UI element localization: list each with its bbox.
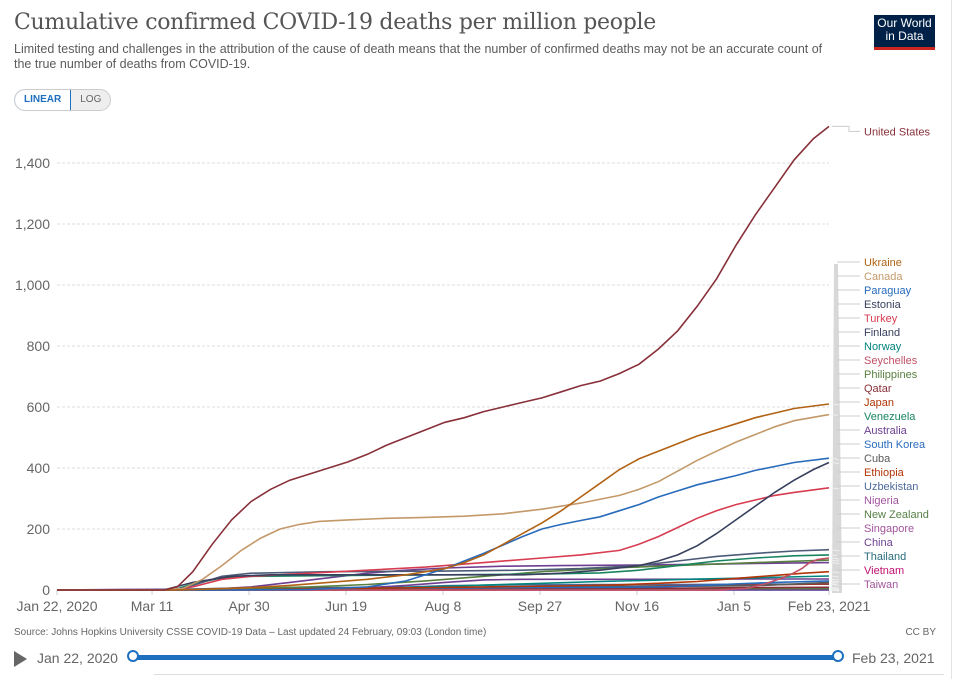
y-tick-label: 400 [27, 460, 51, 476]
series-label[interactable]: Norway [864, 341, 902, 353]
play-icon[interactable] [14, 651, 27, 667]
series-label[interactable]: Finland [864, 327, 900, 339]
y-tick-label: 1,200 [15, 216, 50, 232]
series-label[interactable]: China [864, 537, 894, 549]
x-tick-label: Feb 23, 2021 [788, 598, 871, 614]
label-bracket [832, 264, 842, 593]
x-tick-label: Jan 22, 2020 [17, 598, 98, 614]
line-chart: 0 200 400 600 800 1,000 1,200 1,400 Jan 22, 202… [0, 115, 959, 615]
series-label[interactable]: South Korea [864, 439, 926, 451]
series-label[interactable]: Cuba [864, 453, 891, 465]
x-tick-label: Sep 27 [518, 598, 563, 614]
gridlines [57, 163, 829, 529]
series-label[interactable]: Qatar [864, 383, 892, 395]
chart-title: Cumulative confirmed COVID-19 deaths per… [14, 10, 656, 35]
x-tick-label: Jan 5 [717, 598, 751, 614]
series-label[interactable]: Turkey [864, 313, 898, 325]
series-line-paraguay[interactable] [57, 458, 829, 590]
logo-line-2: in Data [874, 30, 935, 43]
x-tick-label: Aug 8 [425, 598, 462, 614]
series-label[interactable]: Estonia [864, 299, 902, 311]
series-label[interactable]: Paraguay [864, 285, 912, 297]
series-label[interactable]: Uzbekistan [864, 481, 918, 493]
y-axis: 0 200 400 600 800 1,000 1,200 1,400 [15, 155, 829, 598]
y-tick-label: 1,000 [15, 277, 50, 293]
series-lines [57, 126, 829, 590]
series-labels: United States Ukraine Canada Paraguay Estoni… [864, 126, 931, 591]
series-label[interactable]: Taiwan [864, 579, 898, 591]
series-label[interactable]: Japan [864, 397, 894, 409]
timeline-start-label: Jan 22, 2020 [37, 650, 118, 666]
timeline-end-handle[interactable] [832, 650, 844, 662]
timeline: Jan 22, 2020 Feb 23, 2021 [14, 648, 944, 668]
y-tick-label: 600 [27, 399, 51, 415]
series-label[interactable]: New Zealand [864, 509, 929, 521]
x-tick-label: Nov 16 [615, 598, 660, 614]
timeline-track[interactable] [133, 655, 838, 660]
linear-scale-button[interactable]: LINEAR [14, 89, 71, 111]
panel-border [951, 0, 952, 679]
series-label[interactable]: Canada [864, 271, 903, 283]
series-label[interactable]: Philippines [864, 369, 918, 381]
owid-logo[interactable]: Our World in Data [874, 15, 935, 50]
y-tick-label: 800 [27, 338, 51, 354]
series-line-united-states[interactable] [57, 126, 829, 590]
label-connectors [831, 126, 860, 593]
y-tick-label: 200 [27, 521, 51, 537]
series-label[interactable]: United States [864, 126, 931, 138]
timeline-end-label: Feb 23, 2021 [852, 650, 935, 666]
log-scale-button[interactable]: LOG [71, 90, 110, 110]
series-label[interactable]: Thailand [864, 551, 906, 563]
y-tick-label: 1,400 [15, 155, 50, 171]
x-axis: Jan 22, 2020 Mar 11 Apr 30 Jun 19 Aug 8 Sep 2… [17, 590, 871, 614]
series-label[interactable]: Seychelles [864, 355, 918, 367]
y-tick-label: 0 [42, 582, 50, 598]
timeline-start-handle[interactable] [127, 650, 139, 662]
label-connector [832, 126, 860, 131]
series-label[interactable]: Australia [864, 425, 908, 437]
x-tick-label: Mar 11 [131, 598, 174, 614]
bottom-tab-bar [154, 674, 944, 680]
series-label[interactable]: Ethiopia [864, 467, 905, 479]
chart-subtitle: Limited testing and challenges in the at… [14, 42, 834, 72]
source-note: Source: Johns Hopkins University CSSE CO… [14, 627, 486, 638]
x-tick-label: Apr 30 [228, 598, 269, 614]
scale-toggle: LINEAR LOG [14, 89, 111, 111]
series-label[interactable]: Ukraine [864, 257, 902, 269]
license-link[interactable]: CC BY [905, 627, 936, 638]
series-label[interactable]: Venezuela [864, 411, 916, 423]
series-label[interactable]: Singapore [864, 523, 914, 535]
series-label[interactable]: Vietnam [864, 565, 904, 577]
x-tick-label: Jun 19 [325, 598, 367, 614]
series-label[interactable]: Nigeria [864, 495, 900, 507]
